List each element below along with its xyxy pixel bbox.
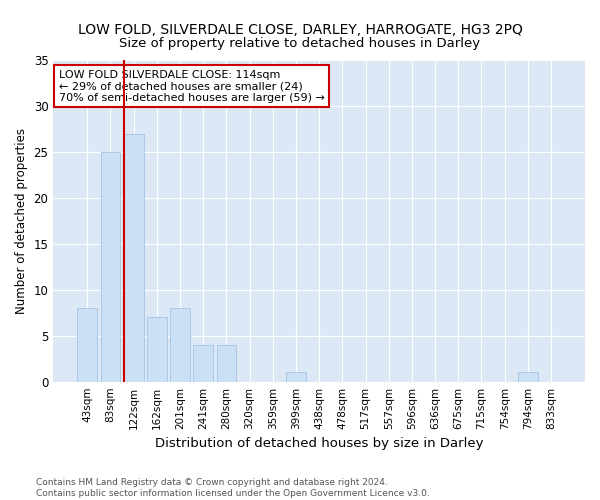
Bar	[518, 372, 538, 382]
Bar	[170, 308, 190, 382]
Bar	[217, 345, 236, 382]
Bar	[193, 345, 213, 382]
Text: Size of property relative to detached houses in Darley: Size of property relative to detached ho…	[119, 38, 481, 51]
Text: LOW FOLD, SILVERDALE CLOSE, DARLEY, HARROGATE, HG3 2PQ: LOW FOLD, SILVERDALE CLOSE, DARLEY, HARR…	[77, 22, 523, 36]
Bar	[147, 318, 167, 382]
Bar	[286, 372, 306, 382]
Text: LOW FOLD SILVERDALE CLOSE: 114sqm
← 29% of detached houses are smaller (24)
70% : LOW FOLD SILVERDALE CLOSE: 114sqm ← 29% …	[59, 70, 325, 103]
Bar	[124, 134, 143, 382]
Bar	[101, 152, 121, 382]
Bar	[77, 308, 97, 382]
Text: Contains HM Land Registry data © Crown copyright and database right 2024.
Contai: Contains HM Land Registry data © Crown c…	[36, 478, 430, 498]
Y-axis label: Number of detached properties: Number of detached properties	[15, 128, 28, 314]
X-axis label: Distribution of detached houses by size in Darley: Distribution of detached houses by size …	[155, 437, 484, 450]
